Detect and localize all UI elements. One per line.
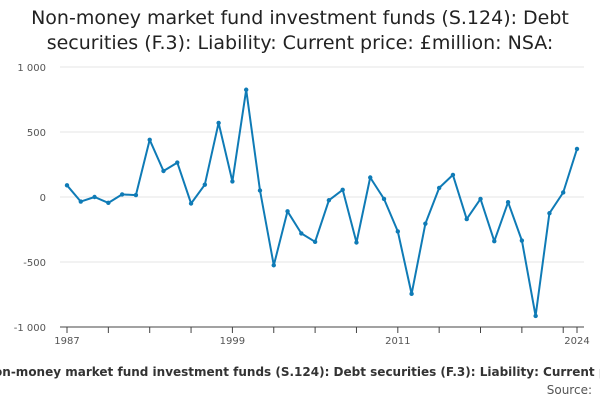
series-line (66, 88, 578, 317)
data-point (561, 190, 566, 195)
source-label: Source: (546, 383, 592, 397)
gridlines (60, 66, 584, 263)
data-point (464, 216, 469, 222)
data-point (243, 87, 249, 92)
data-point (505, 200, 511, 205)
y-tick-label: 500 (27, 128, 46, 139)
data-point (64, 183, 70, 188)
data-point (230, 179, 235, 184)
data-point (175, 160, 180, 165)
data-point (133, 192, 139, 198)
data-point (92, 194, 97, 200)
data-point (202, 182, 208, 187)
data-point (533, 313, 538, 319)
data-point (147, 137, 152, 142)
data-point (340, 187, 345, 193)
data-point (492, 239, 497, 244)
data-point (257, 188, 263, 193)
data-point (106, 200, 111, 206)
series-points (64, 87, 580, 319)
data-point (119, 192, 125, 197)
data-point (409, 291, 414, 297)
data-point (326, 198, 332, 203)
data-point (368, 175, 373, 180)
data-point (381, 196, 387, 202)
data-point (312, 239, 318, 245)
data-point (354, 240, 359, 245)
y-tick-label: 0 (40, 193, 46, 204)
data-point (436, 185, 442, 191)
data-point (161, 168, 166, 174)
data-point (78, 199, 83, 204)
x-axis: 1987 1999 2011 2024 (54, 326, 590, 347)
data-point (299, 231, 304, 236)
data-point (285, 209, 290, 214)
data-point (519, 238, 525, 243)
x-tick-label: 2011 (385, 336, 410, 347)
y-tick-label: 1 000 (17, 63, 46, 74)
data-point (450, 172, 456, 178)
x-tick-label: 1999 (220, 336, 245, 347)
data-point (547, 211, 552, 216)
chart-caption: Non-money market fund investment funds (… (0, 365, 600, 379)
data-point (574, 146, 580, 152)
data-point (395, 229, 401, 234)
data-point (216, 120, 221, 126)
x-tick-label: 1987 (54, 336, 79, 347)
chart-title: Non-money market fund investment funds (… (31, 7, 569, 54)
data-point (423, 221, 428, 226)
y-axis-ticks: 1 000 500 0 -500 -1 000 (14, 63, 46, 334)
y-tick-label: -500 (23, 258, 46, 269)
series-line-path (66, 88, 578, 317)
data-point (271, 263, 276, 268)
data-point (478, 196, 483, 202)
x-tick-label: 2024 (564, 336, 589, 347)
data-point (188, 201, 194, 206)
y-tick-label: -1 000 (14, 323, 46, 334)
caption-text: Non-money market fund investment funds (… (0, 365, 600, 379)
